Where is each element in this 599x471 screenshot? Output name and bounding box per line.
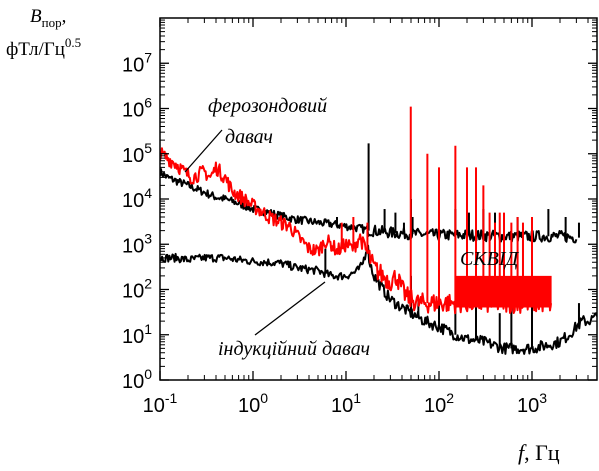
y-axis-comma: ,	[62, 6, 67, 27]
y-axis-label: Bпор,	[30, 6, 66, 30]
x-axis-units: , Гц	[524, 440, 560, 465]
annotation-squid: СКВІД	[460, 248, 519, 270]
y-tick-label: 104	[122, 185, 152, 212]
y-axis-units-exp: 0.5	[65, 35, 81, 50]
y-tick-label: 107	[122, 49, 152, 76]
annotation-ferro-line2: давач	[225, 126, 273, 148]
y-tick-label: 103	[122, 230, 152, 257]
y-tick-label: 106	[122, 95, 152, 122]
annotation-ferro-line1: ферозондовий	[208, 95, 327, 117]
annotation-ferro-leader	[184, 129, 223, 173]
annotation-induction-leader	[254, 281, 326, 336]
x-tick-label: 10-1	[143, 390, 178, 417]
y-tick-label: 101	[122, 321, 152, 348]
y-axis-symbol: B	[30, 6, 42, 27]
x-axis-label: f, Гц	[518, 440, 560, 465]
y-tick-label: 100	[122, 366, 152, 393]
x-axis-symbol: f	[518, 440, 527, 465]
x-tick-label: 100	[238, 390, 268, 417]
series-1	[160, 143, 580, 244]
series-layer	[160, 106, 597, 355]
y-axis-subscript: пор	[42, 15, 62, 30]
x-tick-label: 101	[331, 390, 361, 417]
series-3	[160, 106, 552, 315]
y-axis-units-main: фТл/Гц	[6, 39, 65, 60]
y-axis-units: фТл/Гц0.5	[6, 35, 81, 60]
x-tick-label: 103	[517, 390, 547, 417]
x-tick-label: 102	[424, 390, 454, 417]
annotation-induction: індукційний давач	[218, 338, 370, 360]
y-tick-label: 102	[122, 276, 152, 303]
y-tick-label: 105	[122, 140, 152, 167]
